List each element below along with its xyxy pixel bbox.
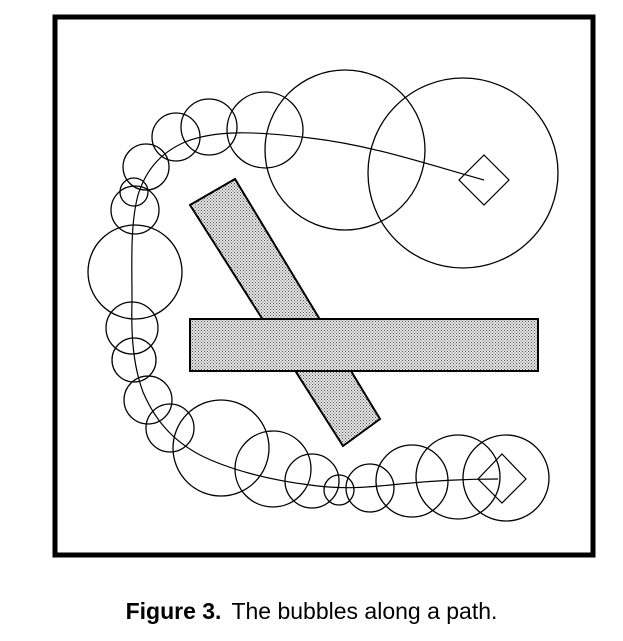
caption-label: Figure 3. [126, 598, 222, 624]
figure-canvas [0, 0, 623, 590]
figure-caption: Figure 3. The bubbles along a path. [0, 598, 623, 625]
figure-frame [55, 17, 593, 555]
caption-text: The bubbles along a path. [231, 598, 497, 624]
